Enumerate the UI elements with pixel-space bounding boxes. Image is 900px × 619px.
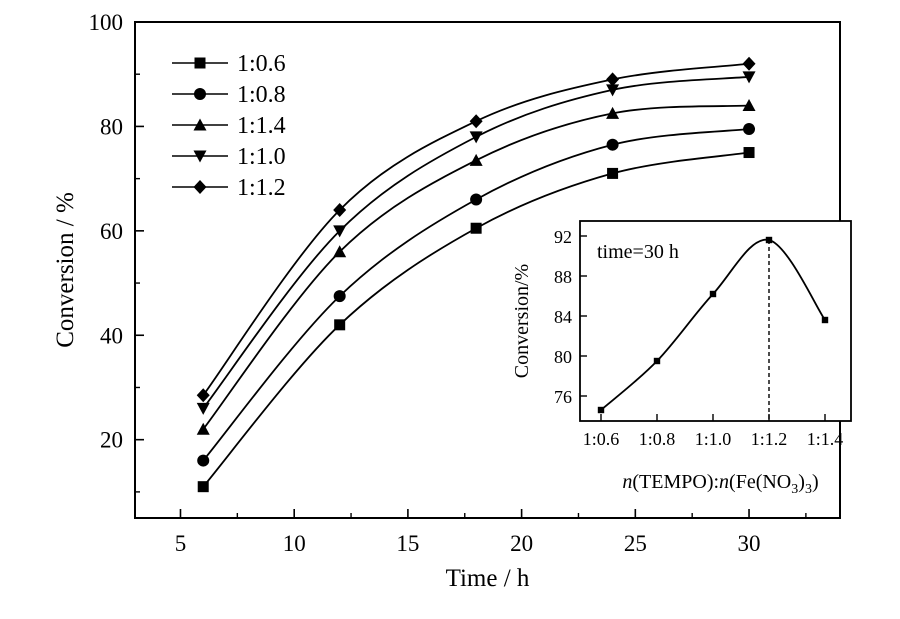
inset-y-tick-label: 92 xyxy=(554,227,572,247)
legend-marker xyxy=(194,88,206,100)
data-point xyxy=(606,138,619,151)
inset-y-tick-label: 76 xyxy=(554,387,572,407)
data-point xyxy=(196,388,210,403)
x-tick-label: 10 xyxy=(283,531,306,556)
x-tick-label: 15 xyxy=(396,531,419,556)
legend-marker xyxy=(193,180,207,194)
inset-x-tick-label: 1:1.4 xyxy=(807,429,844,449)
data-point xyxy=(743,123,756,136)
data-point xyxy=(333,245,347,258)
y-tick-label: 80 xyxy=(100,114,123,139)
inset-x-title-tempo: (TEMPO) xyxy=(632,471,713,493)
legend-marker xyxy=(193,150,207,163)
inset-x-title-colon: : xyxy=(713,471,719,493)
data-point xyxy=(606,72,620,87)
data-point xyxy=(333,290,346,303)
inset-x-axis-title: n(TEMPO):n(Fe(NO3)3) xyxy=(622,471,818,497)
data-point xyxy=(606,84,620,97)
inset-x-tick-label: 1:0.8 xyxy=(639,429,676,449)
inset-annotation: time=30 h xyxy=(597,241,679,263)
data-point xyxy=(196,402,210,415)
inset-y-tick-label: 88 xyxy=(554,267,572,287)
inset-data-point xyxy=(709,290,717,298)
series-line xyxy=(202,104,750,430)
y-tick-label: 60 xyxy=(100,219,123,244)
inset-y-tick-label: 84 xyxy=(554,307,572,327)
data-point xyxy=(197,454,210,467)
data-point xyxy=(333,202,347,217)
inset-x-title-fe: (Fe(NO xyxy=(729,471,791,493)
legend-label: 1:0.6 xyxy=(237,51,286,77)
legend-label: 1:0.8 xyxy=(237,82,286,108)
legend-label: 1:1.0 xyxy=(237,144,286,170)
data-point xyxy=(469,114,483,129)
data-point xyxy=(607,167,619,179)
y-axis-title: Conversion / % xyxy=(52,192,79,348)
series-line xyxy=(202,62,750,396)
data-point xyxy=(334,319,346,331)
inset-plot-frame xyxy=(579,220,852,422)
inset-x-title-n: n xyxy=(622,471,632,493)
legend-label: 1:1.2 xyxy=(237,175,286,201)
inset-x-title-paren: ) xyxy=(798,471,805,493)
inset-x-title-subscript: 3 xyxy=(791,482,798,497)
data-point xyxy=(197,481,209,493)
inset-data-point xyxy=(597,406,605,414)
legend-marker xyxy=(194,57,206,69)
y-tick-label: 40 xyxy=(100,323,123,348)
data-point xyxy=(606,106,620,119)
series-line xyxy=(202,75,750,409)
data-point xyxy=(196,422,210,435)
x-tick-label: 20 xyxy=(510,531,533,556)
inset-data-point xyxy=(821,316,829,324)
data-point xyxy=(742,99,756,112)
inset-x-tick-label: 1:1.2 xyxy=(751,429,788,449)
data-point xyxy=(470,193,483,206)
series-line xyxy=(202,128,750,462)
legend-marker xyxy=(193,118,207,131)
inset-x-title-n: n xyxy=(719,471,729,493)
y-tick-label: 100 xyxy=(89,10,124,35)
y-tick-label: 20 xyxy=(100,428,123,453)
data-point xyxy=(742,71,756,84)
inset-data-point xyxy=(653,357,661,365)
data-point xyxy=(469,153,483,166)
x-axis-title: Time / h xyxy=(446,565,530,592)
data-point xyxy=(333,225,347,238)
x-tick-label: 5 xyxy=(175,531,187,556)
inset-x-tick-label: 1:1.0 xyxy=(695,429,732,449)
inset-x-title-subscript: 3 xyxy=(805,482,812,497)
data-point xyxy=(470,222,482,234)
inset-x-title-end: ) xyxy=(812,471,819,493)
inset-x-tick-label: 1:0.6 xyxy=(583,429,620,449)
data-point xyxy=(742,56,756,71)
inset-y-tick-label: 80 xyxy=(554,347,572,367)
data-point xyxy=(743,147,755,159)
legend-label: 1:1.4 xyxy=(237,113,286,139)
data-point xyxy=(469,131,483,144)
inset-y-axis-title: Conversion/% xyxy=(511,264,533,378)
x-tick-label: 30 xyxy=(738,531,761,556)
x-tick-label: 25 xyxy=(624,531,647,556)
